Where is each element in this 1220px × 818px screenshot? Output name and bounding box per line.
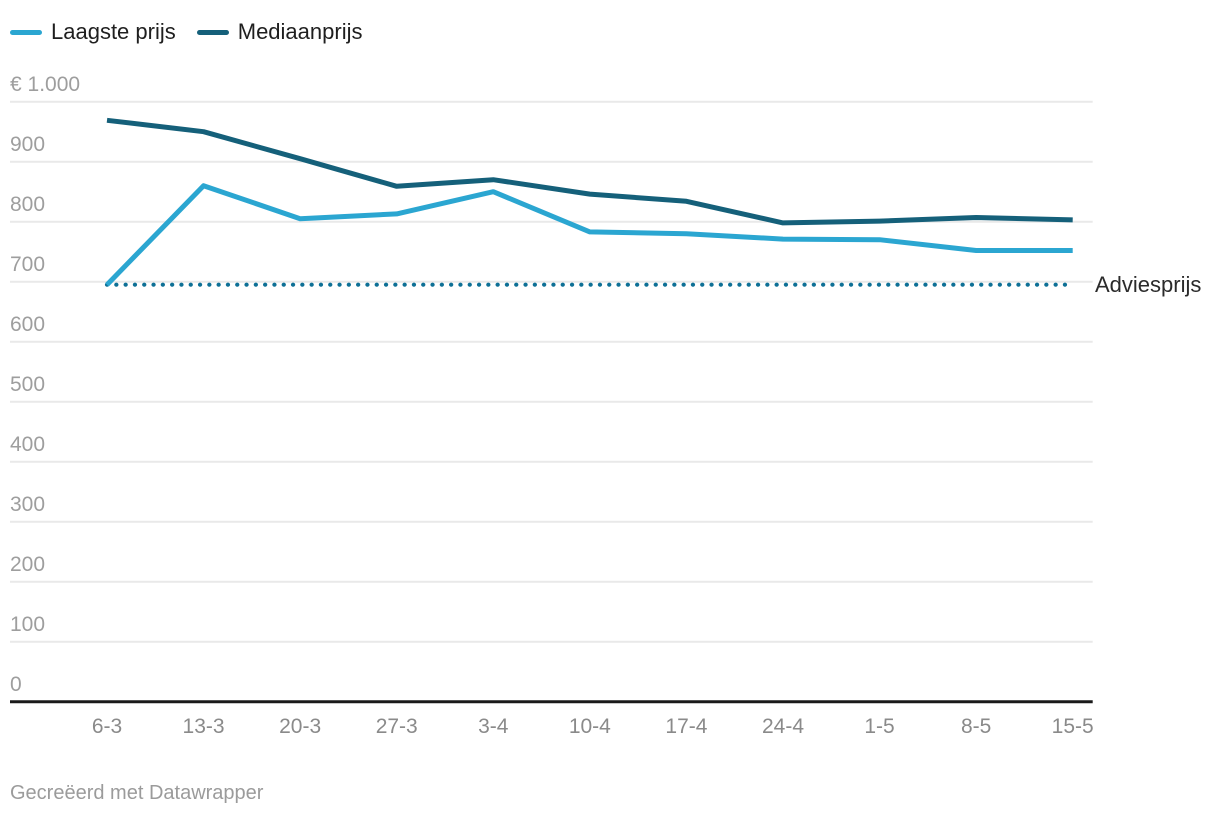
legend: Laagste prijs Mediaanprijs [10, 17, 362, 47]
legend-label-laagste-prijs: Laagste prijs [51, 19, 176, 44]
y-tick-label: 700 [10, 252, 46, 276]
legend-label-mediaanprijs: Mediaanprijs [237, 19, 363, 44]
y-tick-label: 300 [10, 492, 46, 516]
x-tick-label: 20-3 [279, 715, 322, 738]
y-tick-label: 0 [10, 672, 22, 696]
x-tick-label: 10-4 [568, 715, 611, 738]
y-tick-label: 400 [10, 432, 46, 456]
x-tick-label: 3-4 [478, 715, 509, 738]
legend-swatch-laagste-prijs-icon [10, 29, 42, 35]
x-tick-label: 8-5 [960, 715, 992, 738]
y-tick-label: € 1.000 [10, 72, 81, 96]
y-tick-label: 800 [10, 192, 46, 216]
y-tick-label: 500 [10, 372, 46, 396]
y-tick-label: 600 [10, 312, 46, 336]
series-line-mediaanprijs [106, 117, 1073, 226]
y-tick-label: 200 [10, 552, 46, 576]
footer-credit: Gecreëerd met Datawrapper [10, 782, 264, 804]
x-tick-label: 6-3 [91, 715, 123, 738]
x-tick-label: 1-5 [864, 715, 895, 738]
y-tick-label: 100 [10, 612, 46, 636]
legend-item-mediaanprijs: Mediaanprijs [196, 17, 363, 47]
x-tick-label: 17-4 [665, 715, 708, 738]
legend-swatch-mediaanprijs-icon [196, 29, 229, 35]
x-tick-label: 15-5 [1051, 715, 1094, 738]
x-tick-label: 27-3 [375, 715, 418, 738]
x-tick-label: 13-3 [182, 715, 225, 738]
reference-line-label: Adviesprijs [1095, 271, 1202, 297]
series-line-laagste-prijs [105, 183, 1073, 287]
y-tick-label: 900 [10, 132, 46, 156]
legend-item-laagste-prijs: Laagste prijs [10, 17, 176, 47]
x-tick-label: 24-4 [761, 715, 804, 738]
